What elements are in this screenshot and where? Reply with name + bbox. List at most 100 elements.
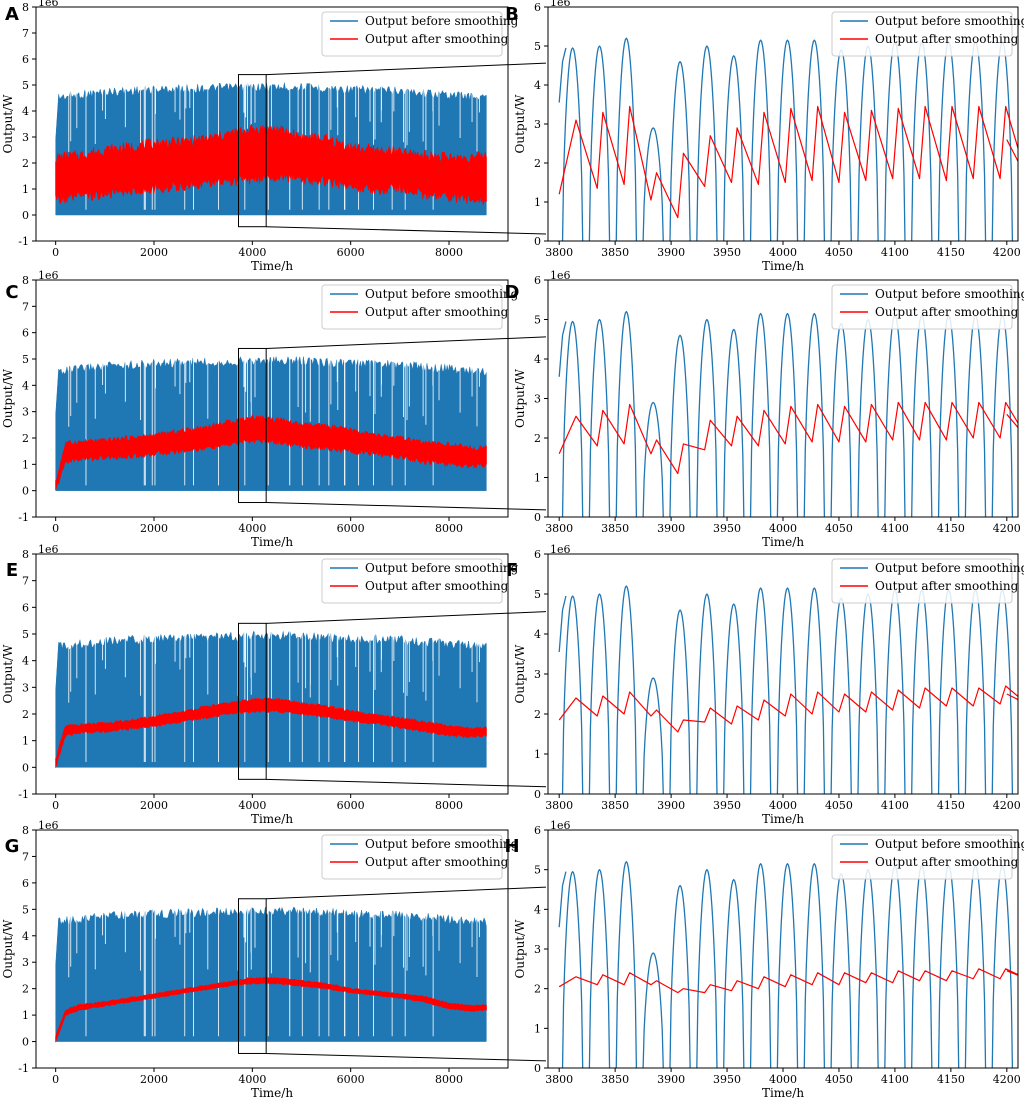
y-tick-label: 4 bbox=[534, 79, 541, 92]
legend-box bbox=[831, 834, 1013, 880]
y-tick-label: 0 bbox=[22, 209, 29, 222]
y-tick-label: 1 bbox=[534, 472, 541, 485]
y-tick-label: 8 bbox=[22, 824, 29, 837]
y-tick-label: 2 bbox=[534, 432, 541, 445]
legend-label-after: Output after smoothing bbox=[365, 305, 509, 319]
axis-offset-label: 1e6 bbox=[550, 543, 571, 556]
series-before-smoothing bbox=[558, 585, 1014, 794]
x-tick-label: 4200 bbox=[993, 799, 1021, 812]
x-axis-label: Time/h bbox=[251, 259, 293, 273]
y-tick-label: 0 bbox=[22, 485, 29, 498]
y-tick-label: 3 bbox=[22, 131, 29, 144]
zoom-connector-bottom bbox=[266, 226, 547, 235]
panel-H: 3800 3850 3900 3950 4000 4050 4100 4150 4200 0 1 2 3… bbox=[513, 819, 1024, 1100]
y-tick-label: 5 bbox=[22, 628, 29, 641]
x-tick-label: 2000 bbox=[140, 522, 168, 535]
y-tick-label: 1 bbox=[22, 458, 29, 471]
x-axis-label: Time/h bbox=[251, 812, 293, 826]
x-tick-label: 8000 bbox=[435, 522, 463, 535]
legend-label-after: Output after smoothing bbox=[365, 855, 509, 869]
y-tick-label: 4 bbox=[22, 379, 29, 392]
x-tick-label: 8000 bbox=[435, 799, 463, 812]
plot-frame bbox=[35, 6, 509, 242]
axis-offset-label: 1e6 bbox=[38, 0, 59, 9]
y-tick-label: 1 bbox=[534, 748, 541, 761]
axis-offset-label: 1e6 bbox=[550, 0, 571, 9]
x-tick-label: 4000 bbox=[238, 1073, 266, 1086]
before-smoothing-gaps bbox=[68, 355, 480, 486]
zoom-connector-bottom bbox=[266, 778, 547, 788]
series-after-smoothing bbox=[558, 105, 1018, 219]
panel-B: 3800 3850 3900 3950 4000 4050 4100 4150 4200 0 1 2 3… bbox=[513, 0, 1024, 273]
x-tick-label: 4050 bbox=[825, 1073, 853, 1086]
axis-offset-label: 1e6 bbox=[550, 269, 571, 282]
y-tick-label: 7 bbox=[22, 27, 29, 40]
x-tick-label: 3950 bbox=[713, 1073, 741, 1086]
legend-label-after: Output after smoothing bbox=[875, 32, 1019, 46]
panel-letter-C: C bbox=[5, 282, 18, 303]
before-smoothing-gaps bbox=[68, 905, 480, 1037]
y-tick-label: 7 bbox=[22, 300, 29, 313]
y-tick-label: 8 bbox=[22, 274, 29, 287]
panel-G: 0 2000 4000 6000 8000 -1 0 1 2 3 4 5 6 7 8 Time/h Output… bbox=[1, 819, 519, 1100]
y-tick-label: 6 bbox=[22, 601, 29, 614]
series-after-smoothing bbox=[55, 123, 487, 206]
y-axis-label: Output/W bbox=[513, 644, 527, 704]
y-tick-label: 3 bbox=[534, 668, 541, 681]
x-tick-label: 4050 bbox=[825, 522, 853, 535]
legend-box bbox=[321, 284, 503, 330]
y-tick-label: 2 bbox=[534, 157, 541, 170]
x-tick-label: 2000 bbox=[140, 246, 168, 259]
legend-label-after: Output after smoothing bbox=[875, 305, 1019, 319]
y-tick-label: 5 bbox=[534, 314, 541, 327]
legend-label-before: Output before smoothing bbox=[875, 14, 1024, 28]
x-tick-label: 3800 bbox=[545, 522, 573, 535]
y-tick-label: 0 bbox=[534, 235, 541, 248]
y-tick-label: 4 bbox=[534, 628, 541, 641]
y-tick-label: 8 bbox=[22, 1, 29, 14]
x-tick-label: 3850 bbox=[601, 246, 629, 259]
legend-box bbox=[831, 284, 1013, 330]
x-tick-label: 8000 bbox=[435, 1073, 463, 1086]
y-tick-label: 4 bbox=[22, 930, 29, 943]
x-tick-label: 0 bbox=[52, 1073, 59, 1086]
y-tick-label: 3 bbox=[22, 406, 29, 419]
x-tick-label: 4000 bbox=[769, 522, 797, 535]
plot-frame bbox=[35, 553, 509, 795]
x-tick-label: 4150 bbox=[937, 246, 965, 259]
x-tick-label: 4000 bbox=[769, 246, 797, 259]
x-tick-label: 8000 bbox=[435, 246, 463, 259]
y-axis-label: Output/W bbox=[1, 644, 15, 704]
y-tick-label: 7 bbox=[22, 850, 29, 863]
x-tick-label: 3900 bbox=[657, 522, 685, 535]
zoom-region-box bbox=[238, 74, 267, 228]
series-before-smoothing bbox=[558, 310, 1014, 517]
y-tick-label: 5 bbox=[534, 588, 541, 601]
x-tick-label: 4200 bbox=[993, 1073, 1021, 1086]
x-tick-label: 3900 bbox=[657, 1073, 685, 1086]
y-tick-label: 4 bbox=[534, 903, 541, 916]
zoom-connector-bottom bbox=[266, 502, 547, 511]
y-tick-label: 0 bbox=[534, 1062, 541, 1075]
y-tick-label: 6 bbox=[22, 327, 29, 340]
x-tick-label: 3850 bbox=[601, 522, 629, 535]
y-tick-label: 2 bbox=[22, 708, 29, 721]
x-tick-label: 4050 bbox=[825, 246, 853, 259]
y-tick-label: 2 bbox=[534, 983, 541, 996]
panel-letter-G: G bbox=[5, 836, 20, 857]
y-axis-label: Output/W bbox=[513, 919, 527, 979]
y-tick-label: 0 bbox=[22, 1036, 29, 1049]
legend-label-before: Output before smoothing bbox=[365, 837, 519, 851]
x-tick-label: 4150 bbox=[937, 522, 965, 535]
panel-letter-A: A bbox=[5, 4, 19, 25]
series-before-smoothing bbox=[558, 861, 1014, 1068]
legend-label-before: Output before smoothing bbox=[875, 837, 1024, 851]
x-tick-label: 6000 bbox=[337, 246, 365, 259]
zoom-connector-top bbox=[266, 886, 547, 900]
zoom-connector-top bbox=[266, 62, 547, 76]
panel-letter-F: F bbox=[506, 560, 518, 581]
x-tick-label: 3950 bbox=[713, 799, 741, 812]
y-tick-label: 3 bbox=[22, 681, 29, 694]
x-tick-label: 4000 bbox=[769, 799, 797, 812]
panel-C: 0 2000 4000 6000 8000 -1 0 1 2 3 4 5 6 7 8 Time/h Output… bbox=[1, 269, 519, 549]
